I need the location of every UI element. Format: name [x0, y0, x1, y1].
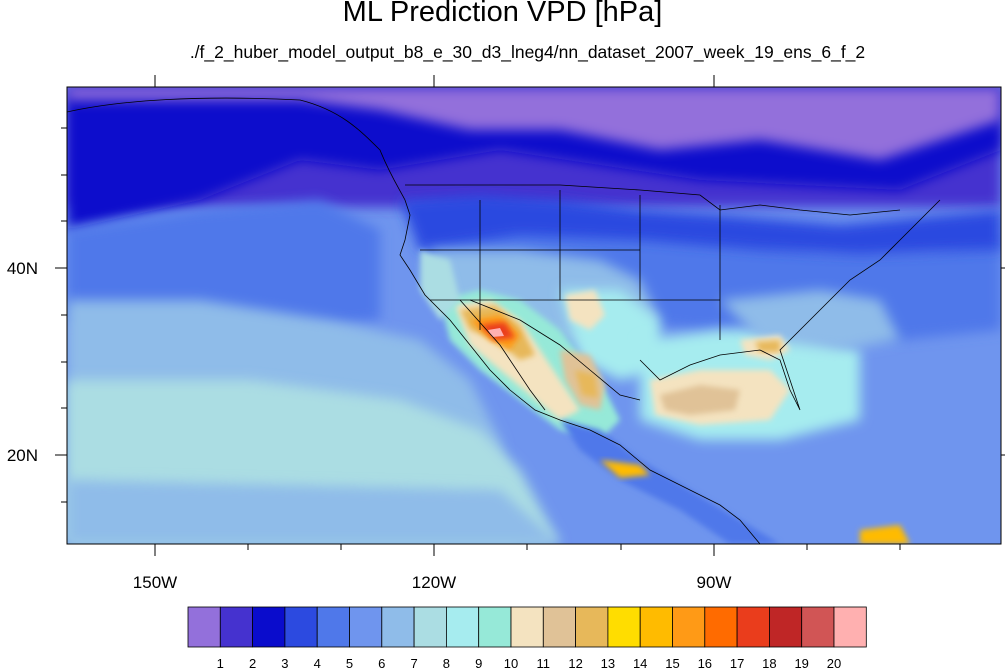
- colorbar-label: 7: [410, 656, 417, 671]
- map-title: ML Prediction VPD [hPa]: [342, 0, 663, 28]
- colorbar-swatch: [542, 606, 576, 648]
- colorbar-label: 15: [665, 656, 679, 671]
- colorbar-label: 6: [378, 656, 385, 671]
- colorbar-swatch: [478, 606, 512, 648]
- colorbar-label: 20: [827, 656, 841, 671]
- colorbar-swatch: [769, 606, 803, 648]
- colorbar-label: 10: [504, 656, 518, 671]
- colorbar-swatch: [801, 606, 835, 648]
- colorbar-label: 1: [217, 656, 224, 671]
- colorbar-swatch: [607, 606, 641, 648]
- colorbar-label: 19: [794, 656, 808, 671]
- colorbar-swatch: [672, 606, 706, 648]
- colorbar-swatch: [187, 606, 221, 648]
- colorbar-swatch: [736, 606, 770, 648]
- colorbar-label: 4: [314, 656, 321, 671]
- colorbar-label: 3: [281, 656, 288, 671]
- lat-label-40n: 40N: [7, 259, 38, 278]
- colorbar-swatch: [252, 606, 286, 648]
- colorbar-swatch: [445, 606, 480, 648]
- map-subtitle: ./f_2_huber_model_output_b8_e_30_d3_lneg…: [189, 42, 866, 62]
- colorbar-label: 17: [730, 656, 744, 671]
- colorbar-swatch: [284, 606, 318, 648]
- colorbar-swatch: [833, 606, 867, 648]
- colorbar-swatch: [704, 606, 738, 648]
- lon-label-90w: 90W: [697, 573, 732, 592]
- colorbar-label: 12: [568, 656, 582, 671]
- colorbar-label: 16: [698, 656, 712, 671]
- colorbar-swatch: [219, 606, 254, 648]
- lat-label-20n: 20N: [7, 446, 38, 465]
- colorbar-label: 8: [443, 656, 450, 671]
- colorbar-label: 2: [249, 656, 256, 671]
- colorbar-swatch: [349, 606, 383, 648]
- colorbar-label: 13: [601, 656, 615, 671]
- colorbar-label: 18: [762, 656, 776, 671]
- lon-label-150w: 150W: [133, 573, 177, 592]
- coastlines: [67, 97, 941, 544]
- colorbar-label: 11: [537, 656, 551, 671]
- colorbar-swatch: [510, 606, 544, 648]
- colorbar-label: 14: [633, 656, 647, 671]
- axis-ticks: [55, 75, 1005, 556]
- vpd-field: [67, 87, 1001, 544]
- colorbar-swatch: [381, 606, 415, 648]
- colorbar-swatch: [316, 606, 350, 648]
- lon-label-120w: 120W: [412, 573, 456, 592]
- colorbar-swatch: [575, 606, 609, 648]
- colorbar-swatch: [639, 606, 673, 648]
- colorbar-swatch: [413, 606, 447, 648]
- colorbar: [187, 606, 867, 648]
- colorbar-labels: 1 2 3 4 5 6 7 8 9 10 11 12 13 14 15 16 17 18 19 20: [217, 656, 842, 671]
- colorbar-label: 9: [475, 656, 482, 671]
- colorbar-label: 5: [346, 656, 353, 671]
